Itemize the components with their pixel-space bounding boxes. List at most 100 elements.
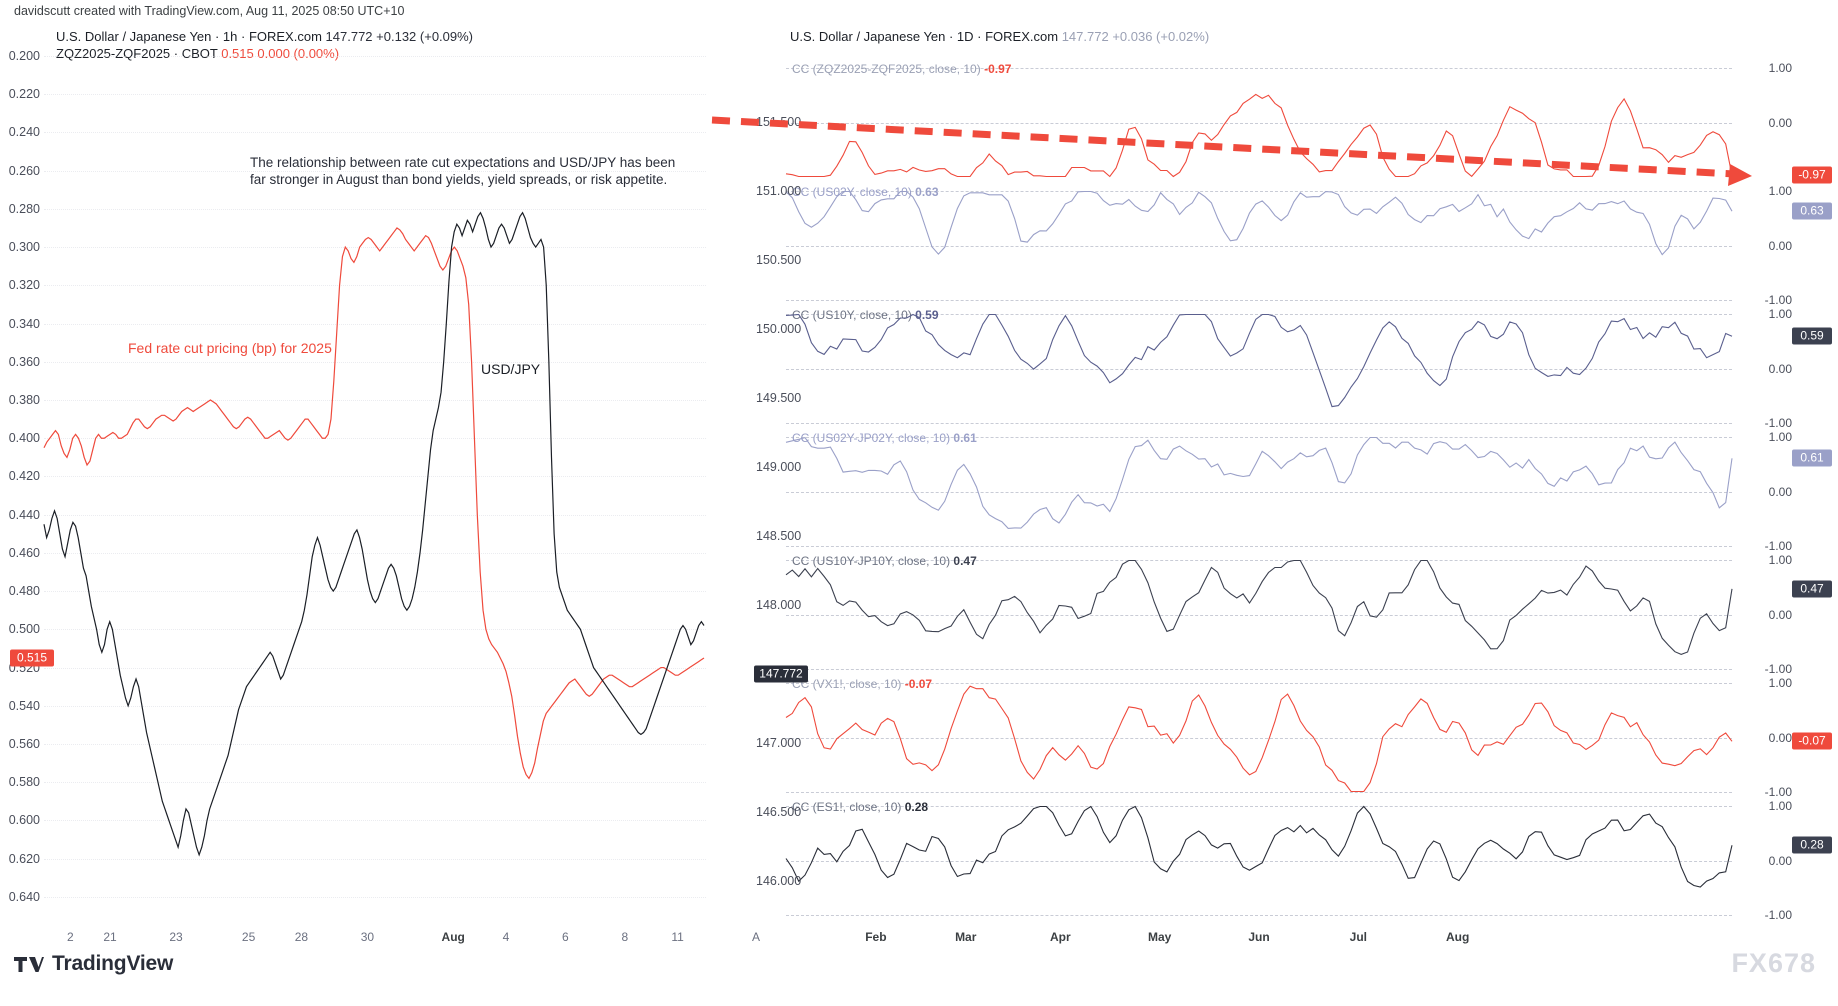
left-y-tick-label: 0.220 xyxy=(8,87,40,102)
correlation-value-tag: 0.59 xyxy=(1792,327,1832,345)
correlation-subpanel[interactable]: 1.00 0.00 -1.00 CC (VX1!, close, 10) -0.07-… xyxy=(752,675,1838,799)
correlation-gridline xyxy=(786,614,1732,616)
left-legend-symbol: U.S. Dollar / Japanese Yen · 1h · FOREX.… xyxy=(56,29,322,44)
correlation-y-tick-label: -1.00 xyxy=(1764,662,1792,676)
right-price-tick-label: 146.500 xyxy=(756,805,802,819)
correlation-subpanel[interactable]: 1.00 0.00 -1.00 CC (US10Y-JP10Y, close, 10)… xyxy=(752,552,1838,676)
right-price-tick-label: 146.000 xyxy=(756,874,802,888)
correlation-subpanel[interactable]: 1.00 0.00 -1.00 CC (US02Y-JP02Y, close, 10)… xyxy=(752,429,1838,553)
series-label-fed-pricing: Fed rate cut pricing (bp) for 2025 xyxy=(128,340,332,356)
correlation-panel-label: CC (US02Y, close, 10) 0.63 xyxy=(792,185,939,199)
left-y-tick-label: 0.300 xyxy=(8,240,40,255)
correlation-gridline xyxy=(786,300,1732,301)
correlation-value-tag: 0.28 xyxy=(1792,836,1832,854)
left-x-tick-label: 11 xyxy=(671,930,684,944)
right-x-tick-label: Jul xyxy=(1349,930,1367,944)
correlation-series-line xyxy=(785,559,1733,655)
right-chart-legend: U.S. Dollar / Japanese Yen · 1D · FOREX.… xyxy=(790,28,1209,45)
correlation-plot[interactable] xyxy=(785,60,1733,183)
left-gridline xyxy=(44,361,706,363)
left-gridline xyxy=(44,132,706,134)
left-legend-change: +0.132 (+0.09%) xyxy=(376,29,474,44)
left-y-tick-label: 0.320 xyxy=(8,278,40,293)
correlation-y-tick-label: -1.00 xyxy=(1764,293,1792,307)
correlation-plot[interactable] xyxy=(785,798,1733,921)
right-x-tick-label: Jun xyxy=(1248,930,1270,944)
correlation-y-tick-label: 0.00 xyxy=(1768,361,1792,376)
correlation-label-value: 0.63 xyxy=(915,185,939,199)
left-gridline xyxy=(44,667,706,669)
correlation-gridline xyxy=(786,737,1732,739)
correlation-plot[interactable] xyxy=(785,183,1733,306)
correlation-gridline xyxy=(786,546,1732,547)
left-gridline xyxy=(44,858,706,860)
left-x-tick-label: 28 xyxy=(294,930,309,944)
left-y-tick-label: 0.460 xyxy=(8,545,40,560)
left-gridline xyxy=(44,56,706,57)
correlation-label-text: CC (US10Y-JP10Y, close, 10) xyxy=(792,554,954,568)
correlation-y-tick-label: 1.00 xyxy=(1768,184,1792,198)
correlation-subpanel[interactable]: 1.00 0.00 -1.00 CC (US10Y, close, 10) 0.59 0… xyxy=(752,306,1838,430)
left-y-tick-label: 0.280 xyxy=(8,201,40,216)
correlation-subpanel[interactable]: 1.00 0.00 CC (ZQZ2025-ZQF2025, close, 10) … xyxy=(752,60,1838,184)
correlation-label-value: -0.07 xyxy=(904,677,933,691)
correlation-label-value: 0.59 xyxy=(915,308,939,322)
left-gridline xyxy=(44,820,706,822)
left-gridline xyxy=(44,323,706,325)
left-chart-plot[interactable] xyxy=(43,56,705,916)
left-gridline xyxy=(44,591,706,593)
correlation-series-line xyxy=(785,685,1733,793)
left-y-tick-label: 0.360 xyxy=(8,354,40,369)
left-x-tick-label: Aug xyxy=(441,930,465,944)
left-legend-row-2: ZQZ2025-ZQF2025 · CBOT 0.515 0.000 (0.00… xyxy=(56,45,473,62)
left-x-axis[interactable]: 2 21 23 25 28 30 Aug 4 6 8 11 xyxy=(0,930,742,954)
chart-annotation-text: The relationship between rate cut expect… xyxy=(250,155,676,187)
right-legend-symbol: U.S. Dollar / Japanese Yen · 1D · FOREX.… xyxy=(790,29,1059,44)
correlation-plot[interactable] xyxy=(785,306,1733,429)
right-price-tick-label: 147.000 xyxy=(756,736,802,750)
correlation-series-line xyxy=(785,190,1733,256)
tradingview-mark-icon xyxy=(14,955,44,974)
right-x-tick-label: Mar xyxy=(955,930,977,944)
right-price-tick-label: 151.000 xyxy=(756,184,802,198)
left-gridline xyxy=(44,896,706,898)
left-y-tick-label: 0.420 xyxy=(8,469,40,484)
left-legend-last: 147.772 xyxy=(325,29,373,44)
left-series-line-usdjpy xyxy=(43,211,705,857)
correlation-y-tick-label: 0.00 xyxy=(1768,238,1792,253)
correlation-y-tick-label: 1.00 xyxy=(1768,430,1792,444)
left-x-tick-label: 2 xyxy=(67,930,74,944)
correlation-plot[interactable] xyxy=(785,675,1733,798)
left-y-tick-label: 0.260 xyxy=(8,163,40,178)
correlation-subpanel[interactable]: 1.00 0.00 -1.00 CC (US02Y, close, 10) 0.63 0… xyxy=(752,183,1838,307)
left-legend-last-2: 0.515 xyxy=(221,46,254,61)
correlation-plot[interactable] xyxy=(785,429,1733,552)
correlation-gridline xyxy=(786,437,1732,438)
left-gridline xyxy=(44,476,706,478)
left-y-tick-label: 0.340 xyxy=(8,316,40,331)
right-price-tick-label: 149.000 xyxy=(756,460,802,474)
right-chart-pane[interactable]: 1.00 0.00 CC (ZQZ2025-ZQF2025, close, 10) … xyxy=(711,56,1838,922)
left-gridline xyxy=(44,552,706,554)
correlation-panel-label: CC (VX1!, close, 10) -0.07 xyxy=(792,677,932,691)
left-chart-pane[interactable]: 0.200 0.220 0.240 0.260 0.280 0.300 0.320 0.340… xyxy=(0,49,742,920)
left-gridline xyxy=(44,629,706,631)
right-x-tick-label: Aug xyxy=(1445,930,1470,944)
correlation-label-text: CC (US10Y, close, 10) xyxy=(792,308,916,322)
fx678-watermark: FX678 xyxy=(1731,948,1816,978)
correlation-subpanel[interactable]: 1.00 0.00 -1.00 CC (ES1!, close, 10) 0.28 0.… xyxy=(752,798,1838,922)
correlation-gridline xyxy=(786,792,1732,793)
right-x-axis[interactable]: A Feb Mar Apr May Jun Jul Aug xyxy=(752,930,1838,954)
correlation-label-value: -0.97 xyxy=(984,62,1012,76)
correlation-series-line xyxy=(785,436,1733,529)
left-x-tick-label: 21 xyxy=(103,930,117,944)
left-y-tick-label: 0.600 xyxy=(8,813,40,828)
left-price-tag: 0.515 xyxy=(10,649,54,667)
left-gridline xyxy=(44,247,706,249)
left-x-tick-label: 23 xyxy=(169,930,183,944)
left-y-tick-label: 0.560 xyxy=(8,737,40,751)
left-gridline xyxy=(44,705,706,707)
left-gridline xyxy=(44,514,706,516)
right-price-tick-label: 150.500 xyxy=(756,253,802,267)
correlation-plot[interactable] xyxy=(785,552,1733,675)
